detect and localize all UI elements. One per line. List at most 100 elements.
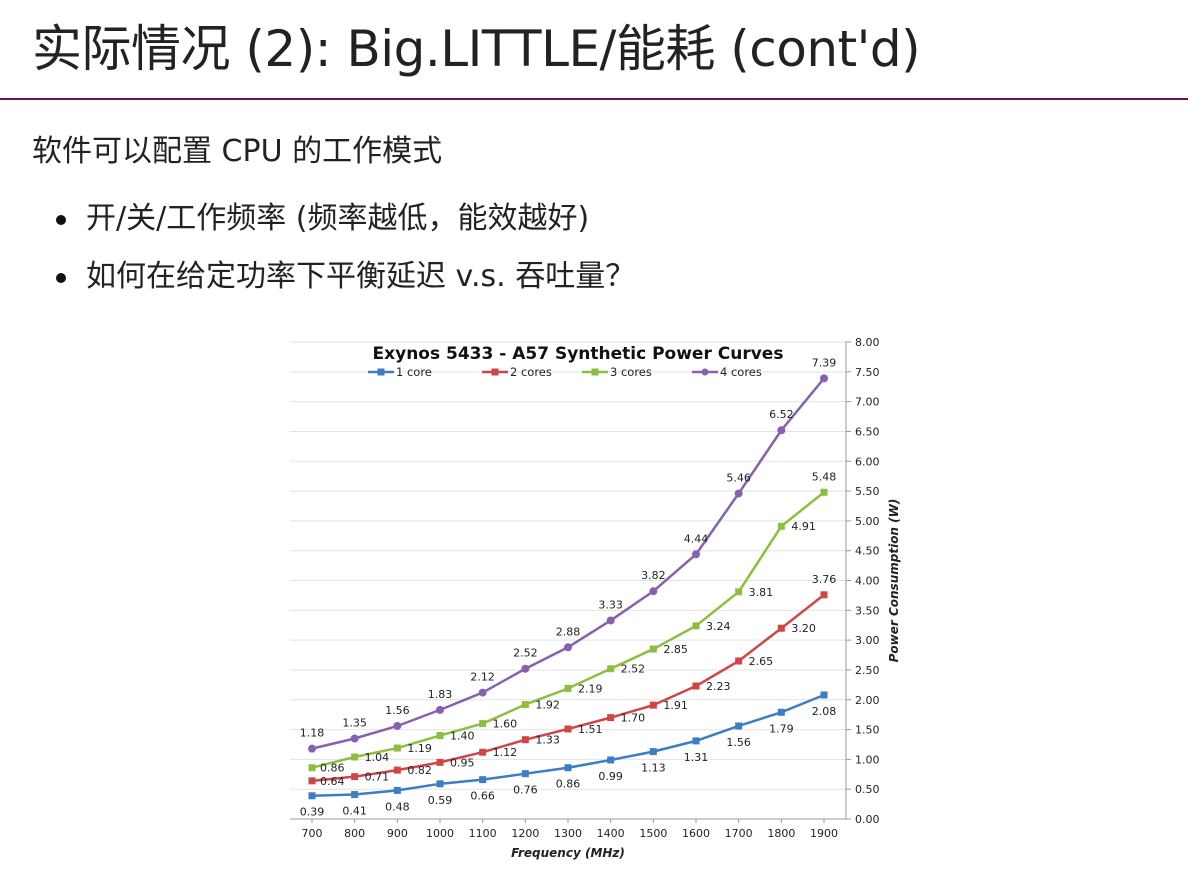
x-tick-label: 1500 (639, 827, 667, 840)
data-label: 0.99 (598, 770, 623, 783)
data-label: 1.56 (385, 704, 410, 717)
y-tick-label: 3.00 (855, 634, 880, 647)
data-point (308, 792, 316, 800)
y-tick-label: 3.50 (855, 604, 880, 617)
x-tick-label: 1900 (810, 827, 838, 840)
data-label: 1.35 (342, 717, 367, 730)
data-label: 5.48 (812, 470, 837, 483)
power-curve-chart: 0.00 0.50 1.00 1.50 2.00 2.50 3.00 3.50 4.00 4.50… (290, 336, 901, 860)
data-point (436, 705, 444, 714)
data-label: 1.91 (663, 699, 688, 712)
title-divider (0, 98, 1188, 100)
data-point (692, 550, 700, 559)
data-label: 3.33 (598, 598, 623, 611)
y-tick-label: 7.00 (855, 396, 880, 409)
data-label: 0.39 (300, 806, 325, 819)
x-tick-label: 1100 (469, 827, 497, 840)
data-label: 1.60 (493, 718, 518, 731)
data-point (777, 426, 786, 435)
data-label: 0.66 (470, 790, 495, 803)
data-label: 2.88 (556, 625, 581, 638)
data-point (692, 737, 700, 745)
data-point (820, 691, 828, 699)
data-point (649, 701, 657, 709)
data-point (564, 643, 572, 652)
data-label: 2.85 (663, 643, 688, 656)
data-label: 7.39 (812, 356, 837, 369)
data-point (308, 764, 316, 772)
data-point (351, 773, 359, 781)
data-label: 3.24 (706, 620, 731, 633)
legend-marker (701, 368, 709, 376)
data-label: 0.41 (342, 805, 367, 818)
y-tick-label: 4.50 (855, 545, 880, 558)
legend-marker (591, 368, 599, 376)
legend-marker (491, 368, 499, 376)
y-tick-label: 2.00 (855, 694, 880, 707)
x-tick-label: 1200 (511, 827, 539, 840)
data-label: 1.51 (578, 723, 603, 736)
y-tick-label: 1.00 (855, 753, 880, 766)
slide-title: 实际情况 (2): Big.LITTLE/能耗 (cont'd) (32, 20, 921, 78)
bullet-item-1: 开/关/工作频率 (频率越低，能效越好) (56, 190, 635, 248)
data-point (521, 736, 529, 744)
data-label: 3.20 (791, 622, 816, 635)
data-point (350, 734, 359, 743)
legend-label: 3 cores (610, 365, 652, 379)
data-label: 2.52 (513, 647, 538, 660)
data-point (777, 624, 785, 632)
x-tick-label: 900 (387, 827, 408, 840)
data-point (351, 791, 359, 799)
data-label: 1.40 (450, 730, 475, 743)
data-point (735, 657, 743, 665)
data-point (308, 744, 316, 753)
data-point (777, 708, 785, 716)
data-point (351, 753, 359, 761)
data-point (564, 684, 572, 692)
data-label: 1.19 (407, 742, 432, 755)
data-label: 0.64 (320, 775, 345, 788)
data-point (820, 488, 828, 496)
data-point (308, 777, 316, 785)
x-tick-label: 1800 (767, 827, 795, 840)
data-label: 0.86 (320, 762, 345, 775)
data-point (393, 766, 401, 774)
data-label: 0.82 (407, 764, 432, 777)
data-point (606, 616, 615, 625)
data-point (692, 622, 700, 630)
data-label: 1.18 (300, 727, 325, 740)
data-label: 1.33 (535, 734, 560, 747)
x-tick-label: 800 (344, 827, 365, 840)
y-tick-label: 2.50 (855, 664, 880, 677)
data-label: 1.92 (535, 699, 560, 712)
data-label: 0.48 (385, 800, 410, 813)
data-label: 1.56 (726, 736, 751, 749)
data-point (820, 591, 828, 599)
data-label: 3.76 (812, 573, 837, 586)
data-point (607, 665, 615, 673)
data-point (649, 587, 658, 596)
y-tick-label: 6.00 (855, 455, 880, 468)
data-label: 2.23 (706, 680, 731, 693)
data-point (521, 701, 529, 709)
data-label: 5.46 (726, 471, 751, 484)
data-point (436, 732, 444, 740)
data-point (393, 744, 401, 752)
data-point (393, 786, 401, 794)
data-point (649, 645, 657, 653)
data-point (735, 722, 743, 730)
data-point (479, 776, 487, 784)
data-label: 1.31 (684, 751, 709, 764)
data-point (735, 588, 743, 596)
x-tick-label: 1300 (554, 827, 582, 840)
data-label: 4.91 (791, 520, 816, 533)
x-tick-label: 1000 (426, 827, 454, 840)
legend-label: 2 cores (510, 365, 552, 379)
y-tick-label: 4.00 (855, 575, 880, 588)
data-label: 4.44 (684, 532, 709, 545)
y-tick-label: 7.50 (855, 366, 880, 379)
data-label: 0.59 (428, 794, 453, 807)
chart-title: Exynos 5433 - A57 Synthetic Power Curves (373, 344, 784, 364)
legend-label: 4 cores (720, 365, 762, 379)
data-label: 3.81 (749, 586, 774, 599)
